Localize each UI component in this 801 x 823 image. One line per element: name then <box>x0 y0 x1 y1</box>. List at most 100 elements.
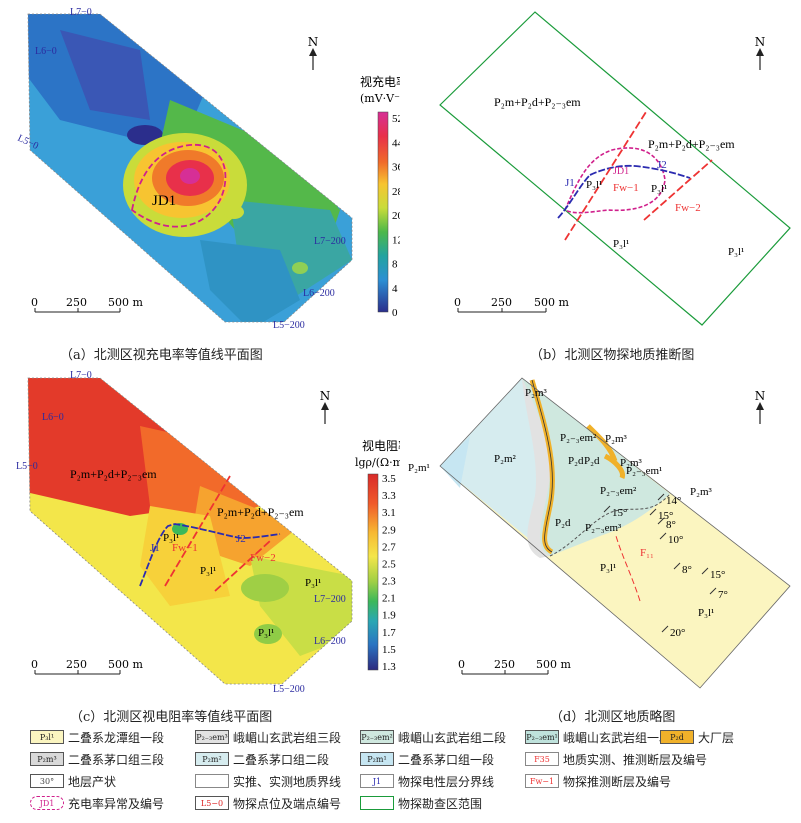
line-label: L5−0 <box>16 461 38 472</box>
colorbar-tick-label: 20 <box>392 210 400 222</box>
legend-label: 地层产状 <box>68 774 117 789</box>
legend-item: P₂m¹ 二叠系茅口组一段 <box>360 750 494 768</box>
dip-symbol <box>657 493 665 501</box>
colorbar-tick-label: 12 <box>392 234 400 246</box>
dip-symbol <box>701 567 709 575</box>
legend-swatch: P₂m² <box>195 752 229 766</box>
line-label: L7−0 <box>70 7 92 18</box>
dip-label: 8° <box>666 519 676 531</box>
svg-text:N: N <box>755 35 766 49</box>
colorbar-tick-label: 0 <box>392 307 398 319</box>
line-label: L5−200 <box>273 684 305 695</box>
svg-text:500 m: 500 m <box>536 658 571 671</box>
colorbar <box>367 473 379 671</box>
legend-label: 物探推测断层及编号 <box>563 774 672 789</box>
map-legend: P₃l¹ 二叠系龙潭组一段 P₂₋₃em³ 峨嵋山玄武岩组三段 P₂₋₃em² 峨嵋山玄武… <box>30 728 790 820</box>
legend-item: P₂d 大厂层 <box>660 728 734 746</box>
svg-text:0: 0 <box>458 658 465 671</box>
legend-swatch: P₃l¹ <box>30 730 64 744</box>
line-label: L7−200 <box>314 594 346 605</box>
legend-item: P₂₋₃em¹ 峨嵋山玄武岩组一段 <box>525 728 671 746</box>
dip-label: 14° <box>666 495 681 507</box>
legend-swatch: P₂₋₃em³ <box>195 730 229 744</box>
legend-swatch: Fw−1 <box>525 774 559 788</box>
fw2-label: Fw−2 <box>250 552 276 564</box>
colorbar <box>377 111 389 313</box>
formation-label: P₃l¹ <box>200 565 216 577</box>
panel-b-inference-map: P₂m+P₂d+P₂₋₃em P₂m+P₂d+P₂₋₃em J1 J2 JD1 … <box>400 0 801 363</box>
legend-item: 物探勘查区范围 <box>360 794 482 812</box>
scale-bar: 0 250 500 m <box>454 296 569 313</box>
j2-label: J2 <box>657 159 667 171</box>
legend-label: 充电率异常及编号 <box>68 796 165 811</box>
legend-swatch: L5−0 <box>195 796 229 810</box>
panel-b-caption: （b）北测区物探地质推断图 <box>530 348 695 363</box>
j1-label: J1 <box>150 542 160 554</box>
formation-label: P₂m+P₂d+P₂₋₃em <box>648 137 735 151</box>
svg-text:N: N <box>320 389 331 403</box>
north-arrow: N <box>320 389 331 424</box>
panel-c-resistivity-map: P₂m+P₂d+P₂₋₃em P₂m+P₂d+P₂₋₃em J1 J2 Fw−1… <box>0 366 400 726</box>
fw2-label: Fw−2 <box>675 202 701 214</box>
legend-item: P₂₋₃em³ 峨嵋山玄武岩组三段 <box>195 728 341 746</box>
dip-symbol <box>709 587 717 595</box>
colorbar-tick-label: 28 <box>392 186 400 198</box>
colorbar-tick-label: 1.9 <box>382 610 396 622</box>
colorbar-tick-label: 4 <box>392 283 398 295</box>
legend-item: 30° 地层产状 <box>30 772 116 790</box>
svg-text:0: 0 <box>31 296 38 309</box>
legend-swatch: P₂m³ <box>30 752 64 766</box>
formation-label: P₃l¹ <box>258 627 274 639</box>
formation-label: P₃l¹ <box>728 246 744 258</box>
line-label: L7−0 <box>70 370 92 381</box>
colorbar-tick-label: 2.7 <box>382 541 396 553</box>
formation-label: P₃l¹ <box>163 532 179 544</box>
formation-label: P₃l¹ <box>586 179 602 191</box>
dip-label: 7° <box>718 589 728 601</box>
formation-label: P₂m+P₂d+P₂₋₃em <box>70 467 157 481</box>
dip-label: 10° <box>668 534 683 546</box>
formation-label: P₃l¹ <box>613 238 629 250</box>
formation-label: P₂₋₃em³ <box>585 522 622 534</box>
legend-label: 物探点位及端点编号 <box>233 796 342 811</box>
colorbar-unit: (mV·V⁻¹) <box>360 92 400 105</box>
colorbar-title: 视电阻率 <box>362 438 400 453</box>
dip-label: 15° <box>710 569 725 581</box>
legend-swatch <box>195 774 229 788</box>
legend-label: 实推、实测地质界线 <box>233 774 342 789</box>
panel-d-geology-map: P₂m³ P₂₋₃em² P₂d P₂m³ P₂m² P₂m¹ P₂d P₂m³… <box>400 366 801 726</box>
dip-label: 15° <box>612 507 627 519</box>
svg-text:0: 0 <box>31 658 38 671</box>
survey-area-outline <box>439 11 791 326</box>
colorbar-tick-label: 3.1 <box>382 507 396 519</box>
unit-p2m1 <box>440 436 470 488</box>
svg-text:250: 250 <box>66 658 87 671</box>
line-label: L6−0 <box>42 412 64 423</box>
legend-label: 物探电性层分界线 <box>398 774 495 789</box>
legend-swatch: P₂₋₃em¹ <box>525 730 559 744</box>
legend-item: P₂m³ 二叠系茅口组三段 <box>30 750 164 768</box>
legend-swatch: F35 <box>525 752 559 766</box>
dip-label: 8° <box>682 564 692 576</box>
north-arrow: N <box>755 389 765 424</box>
legend-swatch: J1 <box>360 774 394 788</box>
formation-label: P₂d <box>555 517 571 529</box>
svg-text:500 m: 500 m <box>108 296 143 309</box>
colorbar-tick-label: 52 <box>392 113 400 125</box>
scale-bar: 0 250 500 m <box>31 296 143 313</box>
dip-label: 20° <box>670 627 685 639</box>
legend-item: L5−0 物探点位及端点编号 <box>195 794 341 812</box>
north-arrow: N <box>308 35 318 70</box>
legend-label: 地质实测、推测断层及编号 <box>563 752 708 767</box>
formation-label: P₂m³ <box>620 457 643 469</box>
legend-item: 实推、实测地质界线 <box>195 772 341 790</box>
colorbar-tick-label: 3.3 <box>382 490 396 502</box>
formation-label: P₃l¹ <box>698 607 714 619</box>
colorbar-unit: lgρ/(Ω·m) <box>355 456 400 469</box>
legend-item: F35 地质实测、推测断层及编号 <box>525 750 707 768</box>
legend-item: P₂m² 二叠系茅口组二段 <box>195 750 329 768</box>
j2-label: J2 <box>236 533 246 545</box>
dip-symbol <box>603 505 611 513</box>
line-label: L5−200 <box>273 320 305 331</box>
colorbar-tick-label: 1.7 <box>382 627 396 639</box>
